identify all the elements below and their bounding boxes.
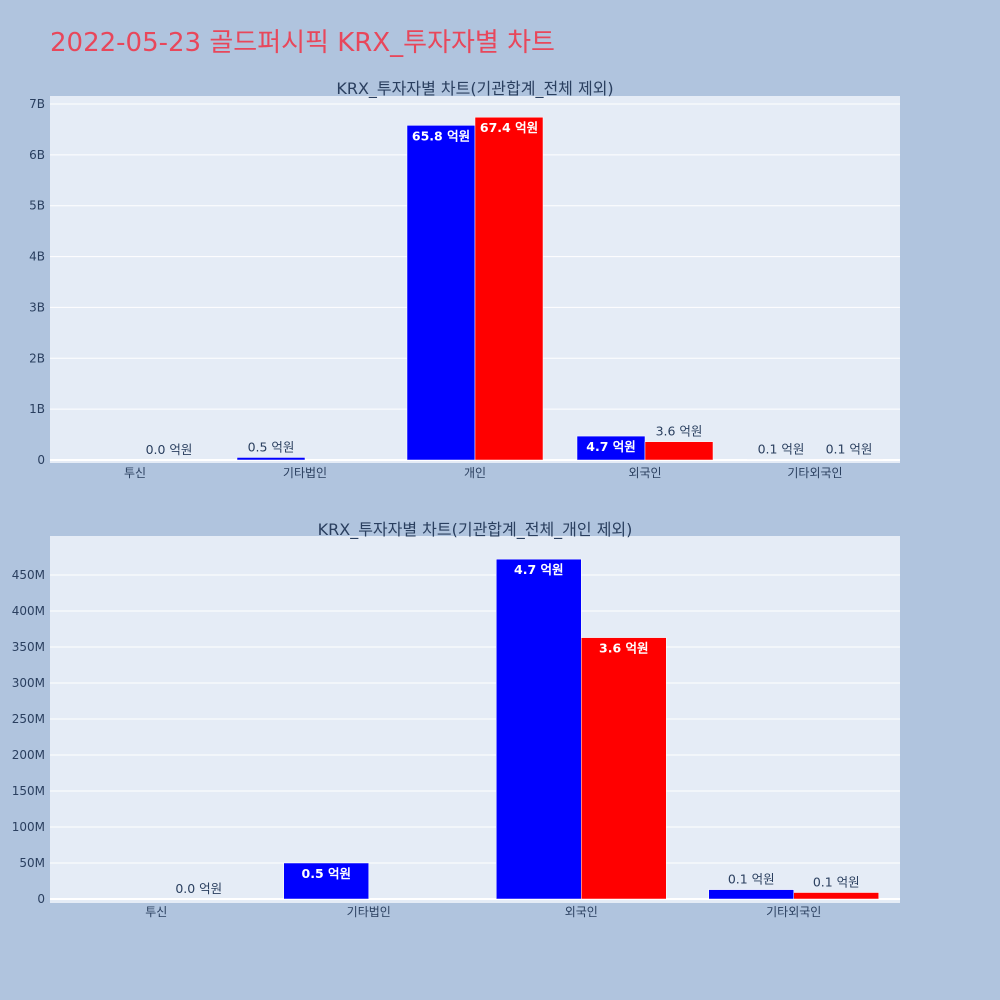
chart-all-investors: 0 1B 2B 3B 4B 5B 6B 7B KRX_투자자별 차트(기관합계_전체 제외) 투신… xyxy=(29,79,900,480)
data-label: 3.6 억원 xyxy=(656,424,703,439)
bar xyxy=(708,889,794,900)
y-tick-label: 2B xyxy=(29,351,45,365)
y-tick-label: 4B xyxy=(29,250,45,264)
y-tick-label: 0 xyxy=(37,892,45,906)
y-tick-label: 1B xyxy=(29,402,45,416)
data-label: 0.1 억원 xyxy=(813,875,860,890)
bar xyxy=(236,457,306,461)
bar xyxy=(474,116,544,461)
x-tick-label: 외국인 xyxy=(628,466,661,480)
chart-title: KRX_투자자별 차트(기관합계_전체_개인 제외) xyxy=(318,520,633,540)
y-tick-label: 6B xyxy=(29,148,45,162)
y-tick-label: 300M xyxy=(12,676,45,690)
data-label: 4.7 억원 xyxy=(586,439,636,454)
y-tick-label: 3B xyxy=(29,300,45,314)
data-label: 0.1 억원 xyxy=(728,872,775,887)
data-label: 0.5 억원 xyxy=(248,439,295,454)
x-tick-label: 외국인 xyxy=(565,905,598,919)
data-label: 0.1 억원 xyxy=(758,441,805,456)
x-tick-label: 기타외국인 xyxy=(766,905,821,919)
bar xyxy=(644,441,714,461)
x-tick-label: 개인 xyxy=(464,466,486,480)
x-tick-label: 기타외국인 xyxy=(787,466,842,480)
page-title: 2022-05-23 골드퍼시픽 KRX_투자자별 차트 xyxy=(50,28,555,58)
data-label: 0.5 억원 xyxy=(302,866,352,881)
y-tick-label: 150M xyxy=(12,784,45,798)
bar xyxy=(581,637,667,900)
y-tick-label: 7B xyxy=(29,97,45,111)
y-tick-label: 5B xyxy=(29,199,45,213)
data-label: 0.0 억원 xyxy=(146,442,193,457)
data-label: 0.1 억원 xyxy=(826,441,873,456)
y-tick-label: 200M xyxy=(12,748,45,762)
bar xyxy=(283,862,369,900)
x-tick-label: 투신 xyxy=(145,905,167,919)
data-label: 67.4 억원 xyxy=(480,120,538,135)
chart-title: KRX_투자자별 차트(기관합계_전체 제외) xyxy=(336,79,613,99)
data-label: 0.0 억원 xyxy=(175,881,222,896)
bar xyxy=(496,558,582,900)
bar xyxy=(406,125,476,461)
bar xyxy=(814,459,884,461)
data-label: 4.7 억원 xyxy=(514,562,564,577)
y-tick-label: 350M xyxy=(12,640,45,654)
y-tick-label: 450M xyxy=(12,568,45,582)
y-tick-label: 100M xyxy=(12,820,45,834)
x-tick-label: 기타법인 xyxy=(283,466,327,480)
x-tick-label: 투신 xyxy=(124,466,146,480)
data-label: 65.8 억원 xyxy=(412,128,470,143)
y-tick-label: 250M xyxy=(12,712,45,726)
y-tick-label: 400M xyxy=(12,604,45,618)
y-tick-label: 50M xyxy=(19,856,45,870)
bar xyxy=(793,892,879,900)
x-tick-label: 기타법인 xyxy=(347,905,391,919)
data-label: 3.6 억원 xyxy=(599,641,649,656)
y-tick-label: 0 xyxy=(37,453,45,467)
